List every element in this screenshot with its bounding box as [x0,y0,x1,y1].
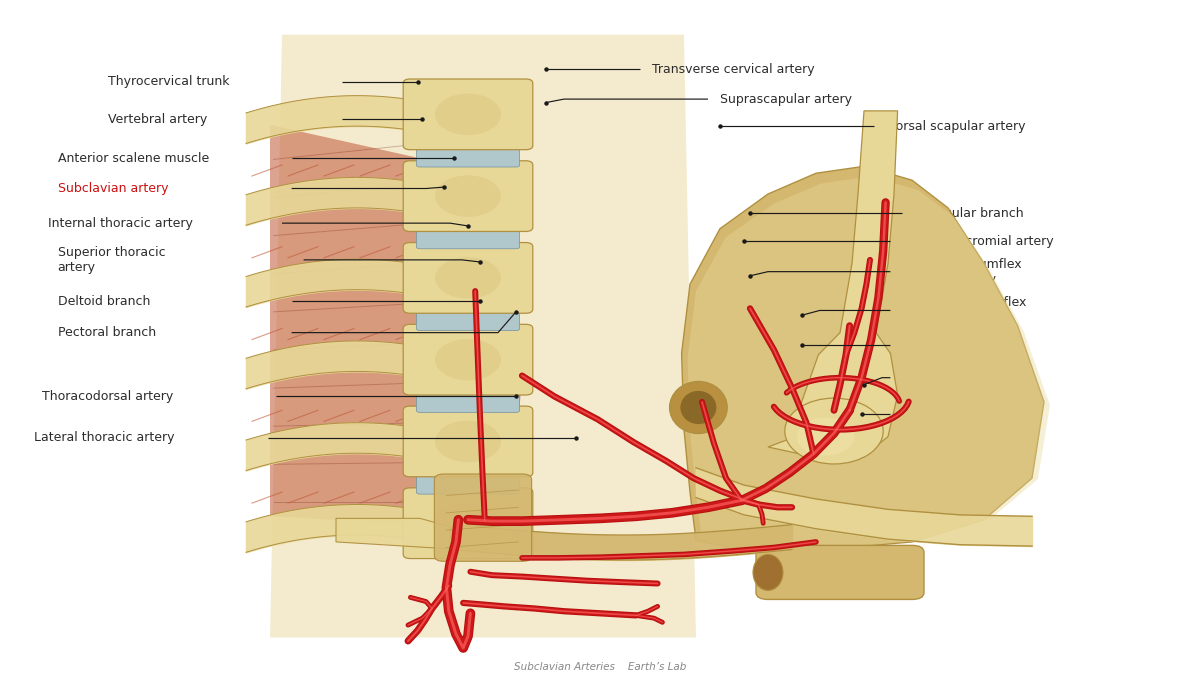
FancyBboxPatch shape [403,79,533,150]
Text: Thoracodorsal artery: Thoracodorsal artery [42,390,173,403]
Polygon shape [336,518,450,549]
Text: Transverse cervical artery: Transverse cervical artery [652,63,815,76]
Text: Thoraco-acromial artery: Thoraco-acromial artery [902,235,1054,247]
Polygon shape [270,125,522,527]
Text: Circumflex
scapular artery: Circumflex scapular artery [902,364,997,392]
Ellipse shape [797,417,854,456]
Ellipse shape [436,94,502,135]
Ellipse shape [754,554,784,590]
FancyBboxPatch shape [403,161,533,231]
Ellipse shape [670,381,727,434]
FancyBboxPatch shape [416,393,520,412]
FancyBboxPatch shape [403,324,533,395]
Text: Lateral thoracic artery: Lateral thoracic artery [34,432,174,444]
Ellipse shape [436,421,502,462]
Text: Subclavian artery: Subclavian artery [58,182,168,195]
Text: Internal thoracic artery: Internal thoracic artery [48,217,193,229]
FancyBboxPatch shape [403,243,533,313]
FancyBboxPatch shape [403,406,533,477]
FancyBboxPatch shape [416,229,520,249]
Ellipse shape [680,391,716,424]
Text: Subclavian Arteries    Earth’s Lab: Subclavian Arteries Earth’s Lab [514,663,686,672]
Text: Superior thoracic
artery: Superior thoracic artery [58,246,166,274]
FancyBboxPatch shape [403,488,533,559]
Text: Dorsal scapular artery: Dorsal scapular artery [886,120,1025,132]
Text: Brachial artery: Brachial artery [902,408,996,421]
FancyBboxPatch shape [434,474,532,561]
FancyBboxPatch shape [416,148,520,167]
Text: Clavicular branch: Clavicular branch [914,207,1024,220]
Polygon shape [768,111,898,457]
Text: Thyrocervical trunk: Thyrocervical trunk [108,76,229,88]
Polygon shape [688,177,1050,553]
Text: Anterior scalene muscle: Anterior scalene muscle [58,152,209,164]
Polygon shape [270,35,696,638]
Ellipse shape [436,502,502,544]
Ellipse shape [436,257,502,299]
Text: Anterior circumflex
humeral artery: Anterior circumflex humeral artery [902,258,1022,286]
Ellipse shape [785,398,883,464]
Ellipse shape [436,339,502,380]
Text: Posterior circumflex
humeral artery: Posterior circumflex humeral artery [902,297,1027,324]
Text: Deltoid branch: Deltoid branch [58,295,150,308]
Text: Vertebral artery: Vertebral artery [108,113,208,125]
Text: Pectoral branch: Pectoral branch [58,326,156,339]
Text: Subscapular artery: Subscapular artery [902,339,1021,351]
FancyBboxPatch shape [416,311,520,331]
Ellipse shape [436,175,502,217]
FancyBboxPatch shape [416,475,520,494]
Polygon shape [682,166,1044,554]
Text: Suprascapular artery: Suprascapular artery [720,93,852,105]
FancyBboxPatch shape [756,545,924,599]
